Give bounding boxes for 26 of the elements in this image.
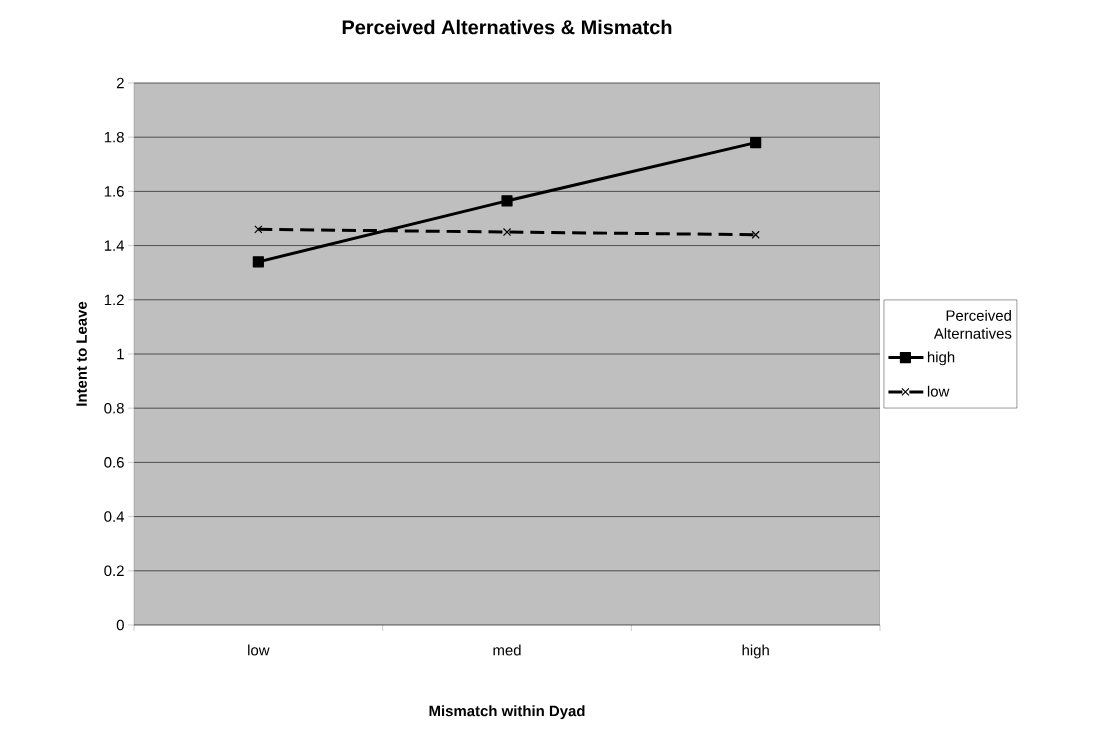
y-axis-title: Intent to Leave (76, 301, 87, 406)
y-tick-label: 1.4 (104, 240, 125, 251)
y-tick-label: 0.6 (104, 457, 124, 468)
legend-label: high (927, 351, 955, 366)
x-tick-label: med (493, 644, 521, 656)
x-axis-title: Mismatch within Dyad (429, 705, 585, 720)
y-tick-label: 0 (116, 619, 124, 631)
point (254, 225, 263, 234)
y-tick-label: 1 (117, 348, 124, 360)
point (750, 137, 762, 149)
y-tick-label: 2 (116, 77, 124, 89)
legend-title: Perceived Alternatives (933, 309, 1012, 339)
point (252, 256, 264, 268)
y-tick-label: 1.8 (104, 131, 124, 143)
y-tick-label: 1.2 (104, 294, 124, 305)
point (502, 227, 512, 237)
x-tick-label: high (742, 644, 769, 659)
legend-label: low (927, 385, 950, 397)
y-tick-label: 1.6 (104, 186, 124, 197)
y-tick-label: 0.4 (104, 511, 125, 522)
point (501, 195, 513, 207)
y-tick-label: 0.8 (104, 402, 124, 414)
y-tick-label: 0.2 (104, 565, 124, 577)
x-tick-label: low (248, 644, 270, 656)
chart-title: Perceived Alternatives & Mismatch (342, 19, 672, 35)
point (751, 230, 760, 239)
